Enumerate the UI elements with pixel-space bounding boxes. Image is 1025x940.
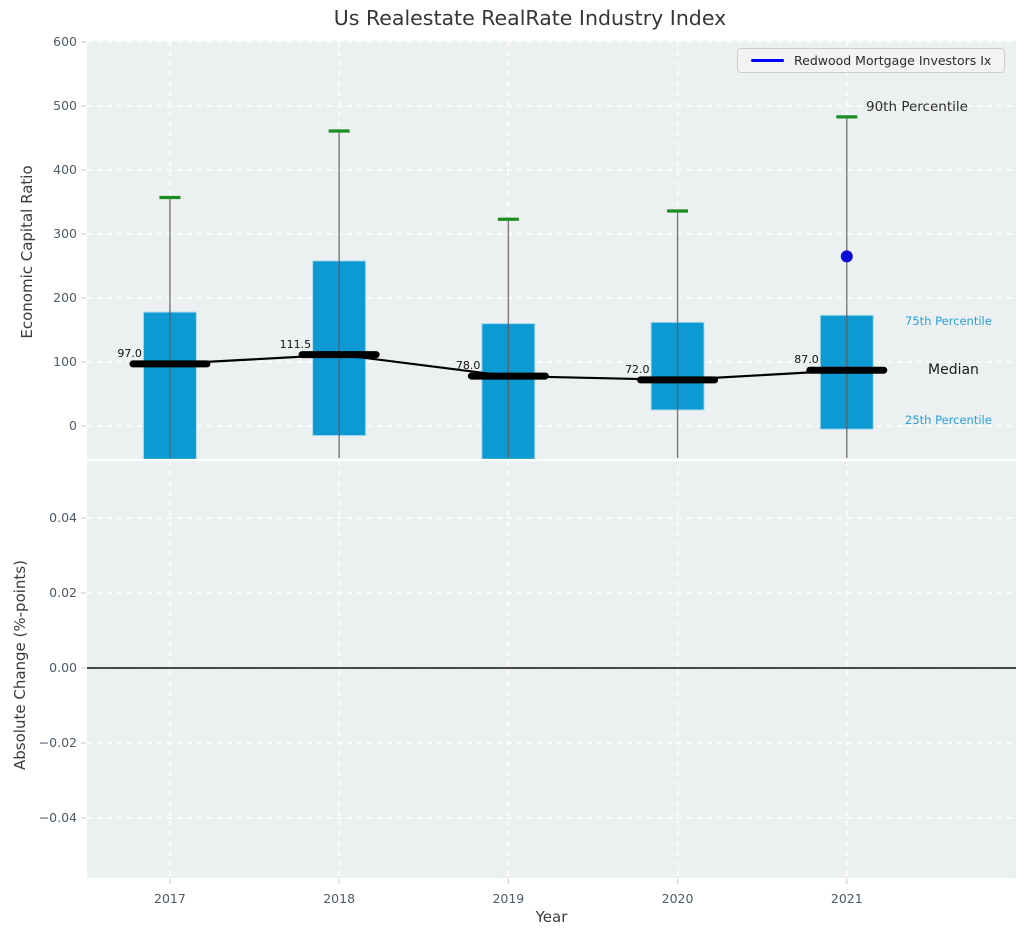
annotation-90th-percentile: 90th Percentile [866,99,968,115]
legend: Redwood Mortgage Investors Ix [737,48,1005,73]
chart-figure: Us Realestate RealRate Industry Index Ec… [0,0,1025,940]
annotation-median: Median [928,362,979,378]
x-axis-label: Year [87,908,1016,926]
annotation-75th-percentile: 75th Percentile [905,314,992,328]
bottom-plot-background [87,461,1016,878]
annotation-25th-percentile: 25th Percentile [905,413,992,427]
legend-line-swatch [751,59,784,62]
y-axis-label-bottom: Absolute Change (%-points) [11,560,29,770]
plot-canvas [0,0,1025,940]
y-axis-label-top: Economic Capital Ratio [18,165,36,338]
legend-label: Redwood Mortgage Investors Ix [794,53,991,68]
company-data-point [841,250,853,262]
